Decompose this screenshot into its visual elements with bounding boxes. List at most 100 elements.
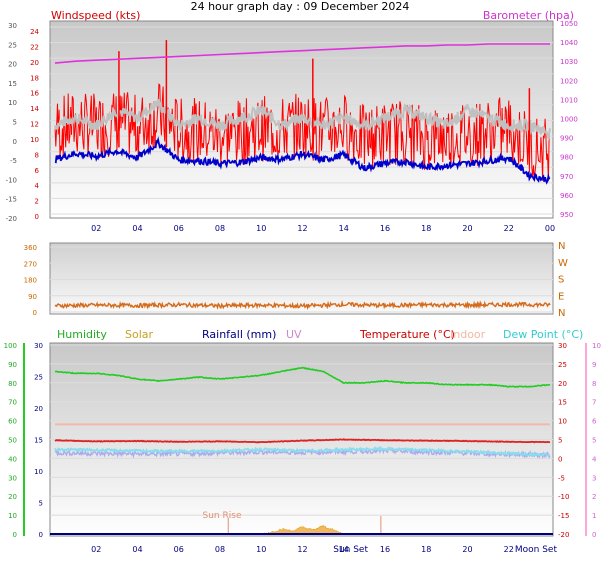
uv-tick: 9 [592, 361, 596, 369]
rain-tick: 0 [39, 531, 43, 539]
moon-set-label: Moon Set [515, 545, 558, 555]
temperature-series-line [54, 438, 551, 444]
temperature-tick: 5 [558, 437, 562, 445]
barometer-tick: 960 [560, 192, 573, 200]
top-x-tick: 20 [462, 224, 472, 233]
bottom-x-tick: 08 [215, 545, 225, 554]
windspeed-tick: 14 [30, 105, 39, 113]
uv-tick: 0 [592, 531, 596, 539]
direction-series-line [54, 299, 551, 311]
temperature-tick: 25 [558, 361, 567, 369]
top-x-tick: 08 [215, 224, 225, 233]
top-x-tick: 00 [545, 224, 555, 233]
top-x-tick: 12 [297, 224, 307, 233]
bottom-x-tick: 14 [339, 545, 349, 554]
humidity-tick: 60 [8, 418, 17, 426]
humidity-tick: 80 [8, 380, 17, 388]
barometer-tick: 1020 [560, 77, 578, 85]
legend-rainfall: Rainfall (mm) [202, 328, 276, 341]
direction-tick: 180 [24, 277, 37, 285]
temperature-tick: 15 [558, 399, 567, 407]
legend-dewpoint: Dew Point (°C) [503, 328, 583, 341]
humidity-tick: 50 [8, 437, 17, 445]
top-x-tick: 04 [132, 224, 142, 233]
legend-uv: UV [286, 328, 302, 341]
uv-tick: 8 [592, 380, 596, 388]
bottom-x-tick: 06 [174, 545, 184, 554]
bottom-x-tick: 10 [256, 545, 266, 554]
windspeed-outer-tick: 25 [8, 41, 17, 49]
compass-tick: N [558, 241, 565, 252]
windspeed-tick: 4 [35, 182, 40, 190]
uv-tick: 4 [592, 455, 597, 463]
windspeed-axis-label: Windspeed (kts) [51, 9, 140, 22]
windspeed-outer-tick: -10 [6, 176, 17, 184]
direction-tick: 360 [24, 244, 37, 252]
temperature-tick: 30 [558, 342, 567, 350]
uv-tick: 6 [592, 418, 597, 426]
humidity-tick: 0 [13, 531, 17, 539]
top-x-tick: 02 [91, 224, 101, 233]
windspeed-outer-tick: 15 [8, 80, 17, 88]
bottom-x-tick: 18 [421, 545, 431, 554]
windspeed-outer-tick: 10 [8, 99, 17, 107]
uv-tick: 5 [592, 437, 596, 445]
rain-tick: 10 [34, 468, 43, 476]
windspeed-series-line [54, 83, 551, 182]
top-x-tick: 16 [380, 224, 390, 233]
sun-rise-label: Sun Rise [203, 511, 242, 521]
page-title: 24 hour graph day : 09 December 2024 [191, 0, 410, 13]
windspeed-outer-tick: 30 [8, 22, 17, 30]
barometer-tick: 970 [560, 173, 573, 181]
direction-tick: 270 [24, 260, 37, 268]
humidity-tick: 20 [8, 493, 17, 501]
bottom-x-tick: 22 [504, 545, 514, 554]
legend-indoor: Indoor [450, 328, 486, 341]
legend-humidity: Humidity [57, 328, 107, 341]
top-x-tick: 06 [174, 224, 184, 233]
rain-tick: 20 [34, 405, 43, 413]
windspeed-outer-tick: 0 [13, 138, 17, 146]
temperature-tick: -10 [558, 493, 569, 501]
windspeed-tick: 18 [30, 74, 39, 82]
rain-tick: 15 [34, 437, 43, 445]
rain-tick: 5 [39, 500, 43, 508]
windspeed-tick: 10 [30, 136, 39, 144]
top-x-tick: 22 [504, 224, 514, 233]
windspeed-outer-tick: -15 [6, 196, 17, 204]
barometer-axis-label: Barometer (hpa) [483, 9, 574, 22]
uv-tick: 3 [592, 474, 596, 482]
windspeed-tick: 22 [30, 43, 39, 51]
uv-tick: 1 [592, 512, 596, 520]
bottom-x-tick: 20 [462, 545, 472, 554]
windspeed-tick: 6 [35, 167, 40, 175]
dewpoint-series-line [54, 445, 551, 457]
wind-avg-series-line [54, 136, 551, 185]
temperature-tick: 10 [558, 418, 567, 426]
barometer-tick: 1000 [560, 116, 578, 124]
windspeed-tick: 20 [30, 59, 39, 67]
windspeed-outer-tick: -5 [10, 157, 17, 165]
top-x-tick: 14 [339, 224, 349, 233]
windspeed-outer-tick: -20 [6, 215, 17, 223]
rain-tick: 30 [34, 342, 43, 350]
compass-tick: N [558, 308, 565, 319]
bottom-x-tick: 12 [297, 545, 307, 554]
windspeed-tick: 12 [30, 121, 39, 129]
bottom-x-tick: 16 [380, 545, 390, 554]
uv-tick: 2 [592, 493, 596, 501]
compass-tick: W [558, 258, 568, 269]
uv-tick: 7 [592, 399, 596, 407]
humidity-tick: 40 [8, 455, 17, 463]
bottom-x-tick: 04 [132, 545, 142, 554]
humidity-series-line [54, 366, 551, 388]
direction-panel [49, 242, 554, 315]
barometer-series-line [54, 43, 550, 64]
sun-set-label: Sun Set [333, 545, 368, 555]
barometer-tick: 990 [560, 135, 573, 143]
direction-tick: 90 [28, 293, 37, 301]
windspeed-tick: 0 [35, 213, 39, 221]
barometer-tick: 1010 [560, 96, 578, 104]
